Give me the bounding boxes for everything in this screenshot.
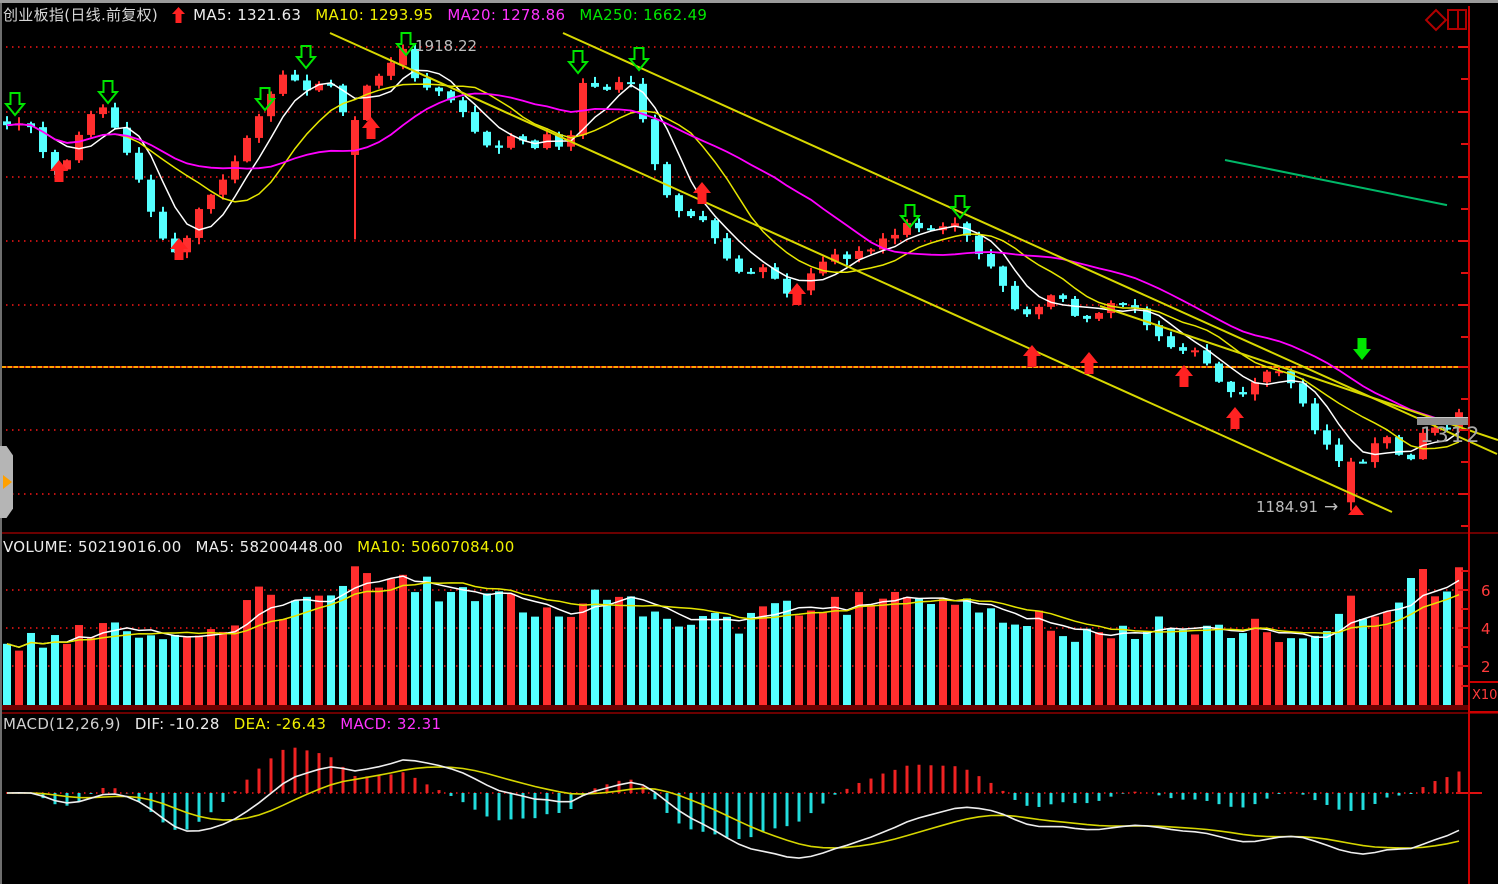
trough-price-label: 1184.91 (1256, 498, 1319, 516)
last-price-label: 1312 (1420, 423, 1482, 447)
right-axis-line (1468, 6, 1470, 884)
split-window-icon[interactable] (1447, 9, 1467, 30)
dea-value: DEA: -26.43 (233, 715, 327, 733)
peak-price-label: 1918.22 (415, 37, 478, 55)
main-candlestick-chart[interactable] (0, 0, 1498, 532)
volume-ma10-value: MA10: 50607084.00 (357, 538, 515, 556)
up-trend-arrow-icon (172, 6, 186, 23)
window-left-edge (0, 3, 2, 884)
volume-ma5-value: MA5: 58200448.00 (195, 538, 344, 556)
volume-value: VOLUME: 50219016.00 (3, 538, 182, 556)
ma10-value: MA10: 1293.95 (315, 5, 434, 24)
instrument-title: 创业板指(日线.前复权) (3, 6, 159, 24)
window-top-edge (0, 0, 1498, 3)
sidebar-expand-handle[interactable] (0, 446, 13, 518)
macd-header: MACD(12,26,9) DIF: -10.28 DEA: -26.43 MA… (3, 715, 441, 733)
ma250-value: MA250: 1662.49 (579, 5, 708, 24)
trough-pointer-arrow: → (1324, 497, 1339, 517)
volume-unit-label: X10 (1472, 688, 1498, 703)
volume-chart[interactable] (0, 532, 1498, 712)
macd-value: MACD: 32.31 (340, 715, 442, 733)
volume-unit-box: X10 (1468, 681, 1498, 713)
volume-header: VOLUME: 50219016.00 MA5: 58200448.00 MA1… (3, 538, 515, 556)
dif-value: DIF: -10.28 (134, 715, 220, 733)
ma5-value: MA5: 1321.63 (193, 5, 302, 24)
macd-indicator-name: MACD(12,26,9) (3, 715, 121, 733)
volume-axis-tick-2: 2 (1481, 658, 1491, 676)
volume-axis-tick-6: 6 (1481, 582, 1491, 600)
ma20-value: MA20: 1278.86 (447, 5, 566, 24)
macd-chart[interactable] (0, 712, 1498, 884)
trough-triangle-marker (1348, 505, 1364, 515)
main-chart-header: 创业板指(日线.前复权) MA5: 1321.63 MA10: 1293.95 … (3, 4, 707, 25)
expand-arrow-icon (3, 475, 12, 489)
last-price-marker-bar (1417, 417, 1468, 425)
volume-axis-tick-4: 4 (1481, 620, 1491, 638)
